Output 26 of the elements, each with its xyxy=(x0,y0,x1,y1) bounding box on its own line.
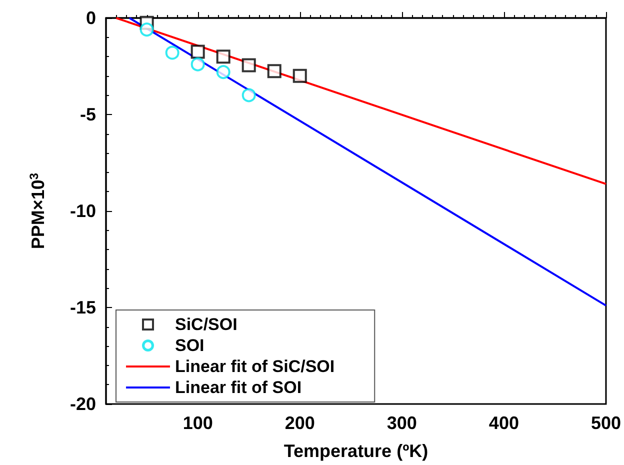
point xyxy=(242,88,256,102)
point xyxy=(190,44,205,59)
point xyxy=(267,64,282,78)
point xyxy=(292,68,307,83)
point xyxy=(242,58,256,72)
legend-label: Linear fit of SOI xyxy=(175,378,302,397)
x-axis-title: Temperature (ºK) xyxy=(284,441,428,461)
point xyxy=(216,65,230,80)
y-tick-label: 0 xyxy=(86,8,96,28)
x-tick-label: 500 xyxy=(590,413,622,433)
y-tick-label: -10 xyxy=(70,201,96,221)
legend-label: SOI xyxy=(175,336,204,355)
point xyxy=(165,46,180,60)
x-tick-label: 100 xyxy=(182,413,213,433)
x-tick-label: 300 xyxy=(386,413,417,433)
legend-label: Linear fit of SiC/SOI xyxy=(175,357,335,376)
y-tick-label: -5 xyxy=(80,104,96,124)
legend-label: SiC/SOI xyxy=(175,315,238,334)
y-tick-label: -15 xyxy=(70,298,96,318)
point xyxy=(190,57,205,72)
point xyxy=(140,22,154,37)
point xyxy=(216,50,230,64)
x-tick-label: 200 xyxy=(284,413,315,433)
y-axis-title: PPM×103 xyxy=(27,172,48,250)
y-tick-label: -20 xyxy=(70,394,96,414)
x-tick-label: 400 xyxy=(488,413,519,433)
